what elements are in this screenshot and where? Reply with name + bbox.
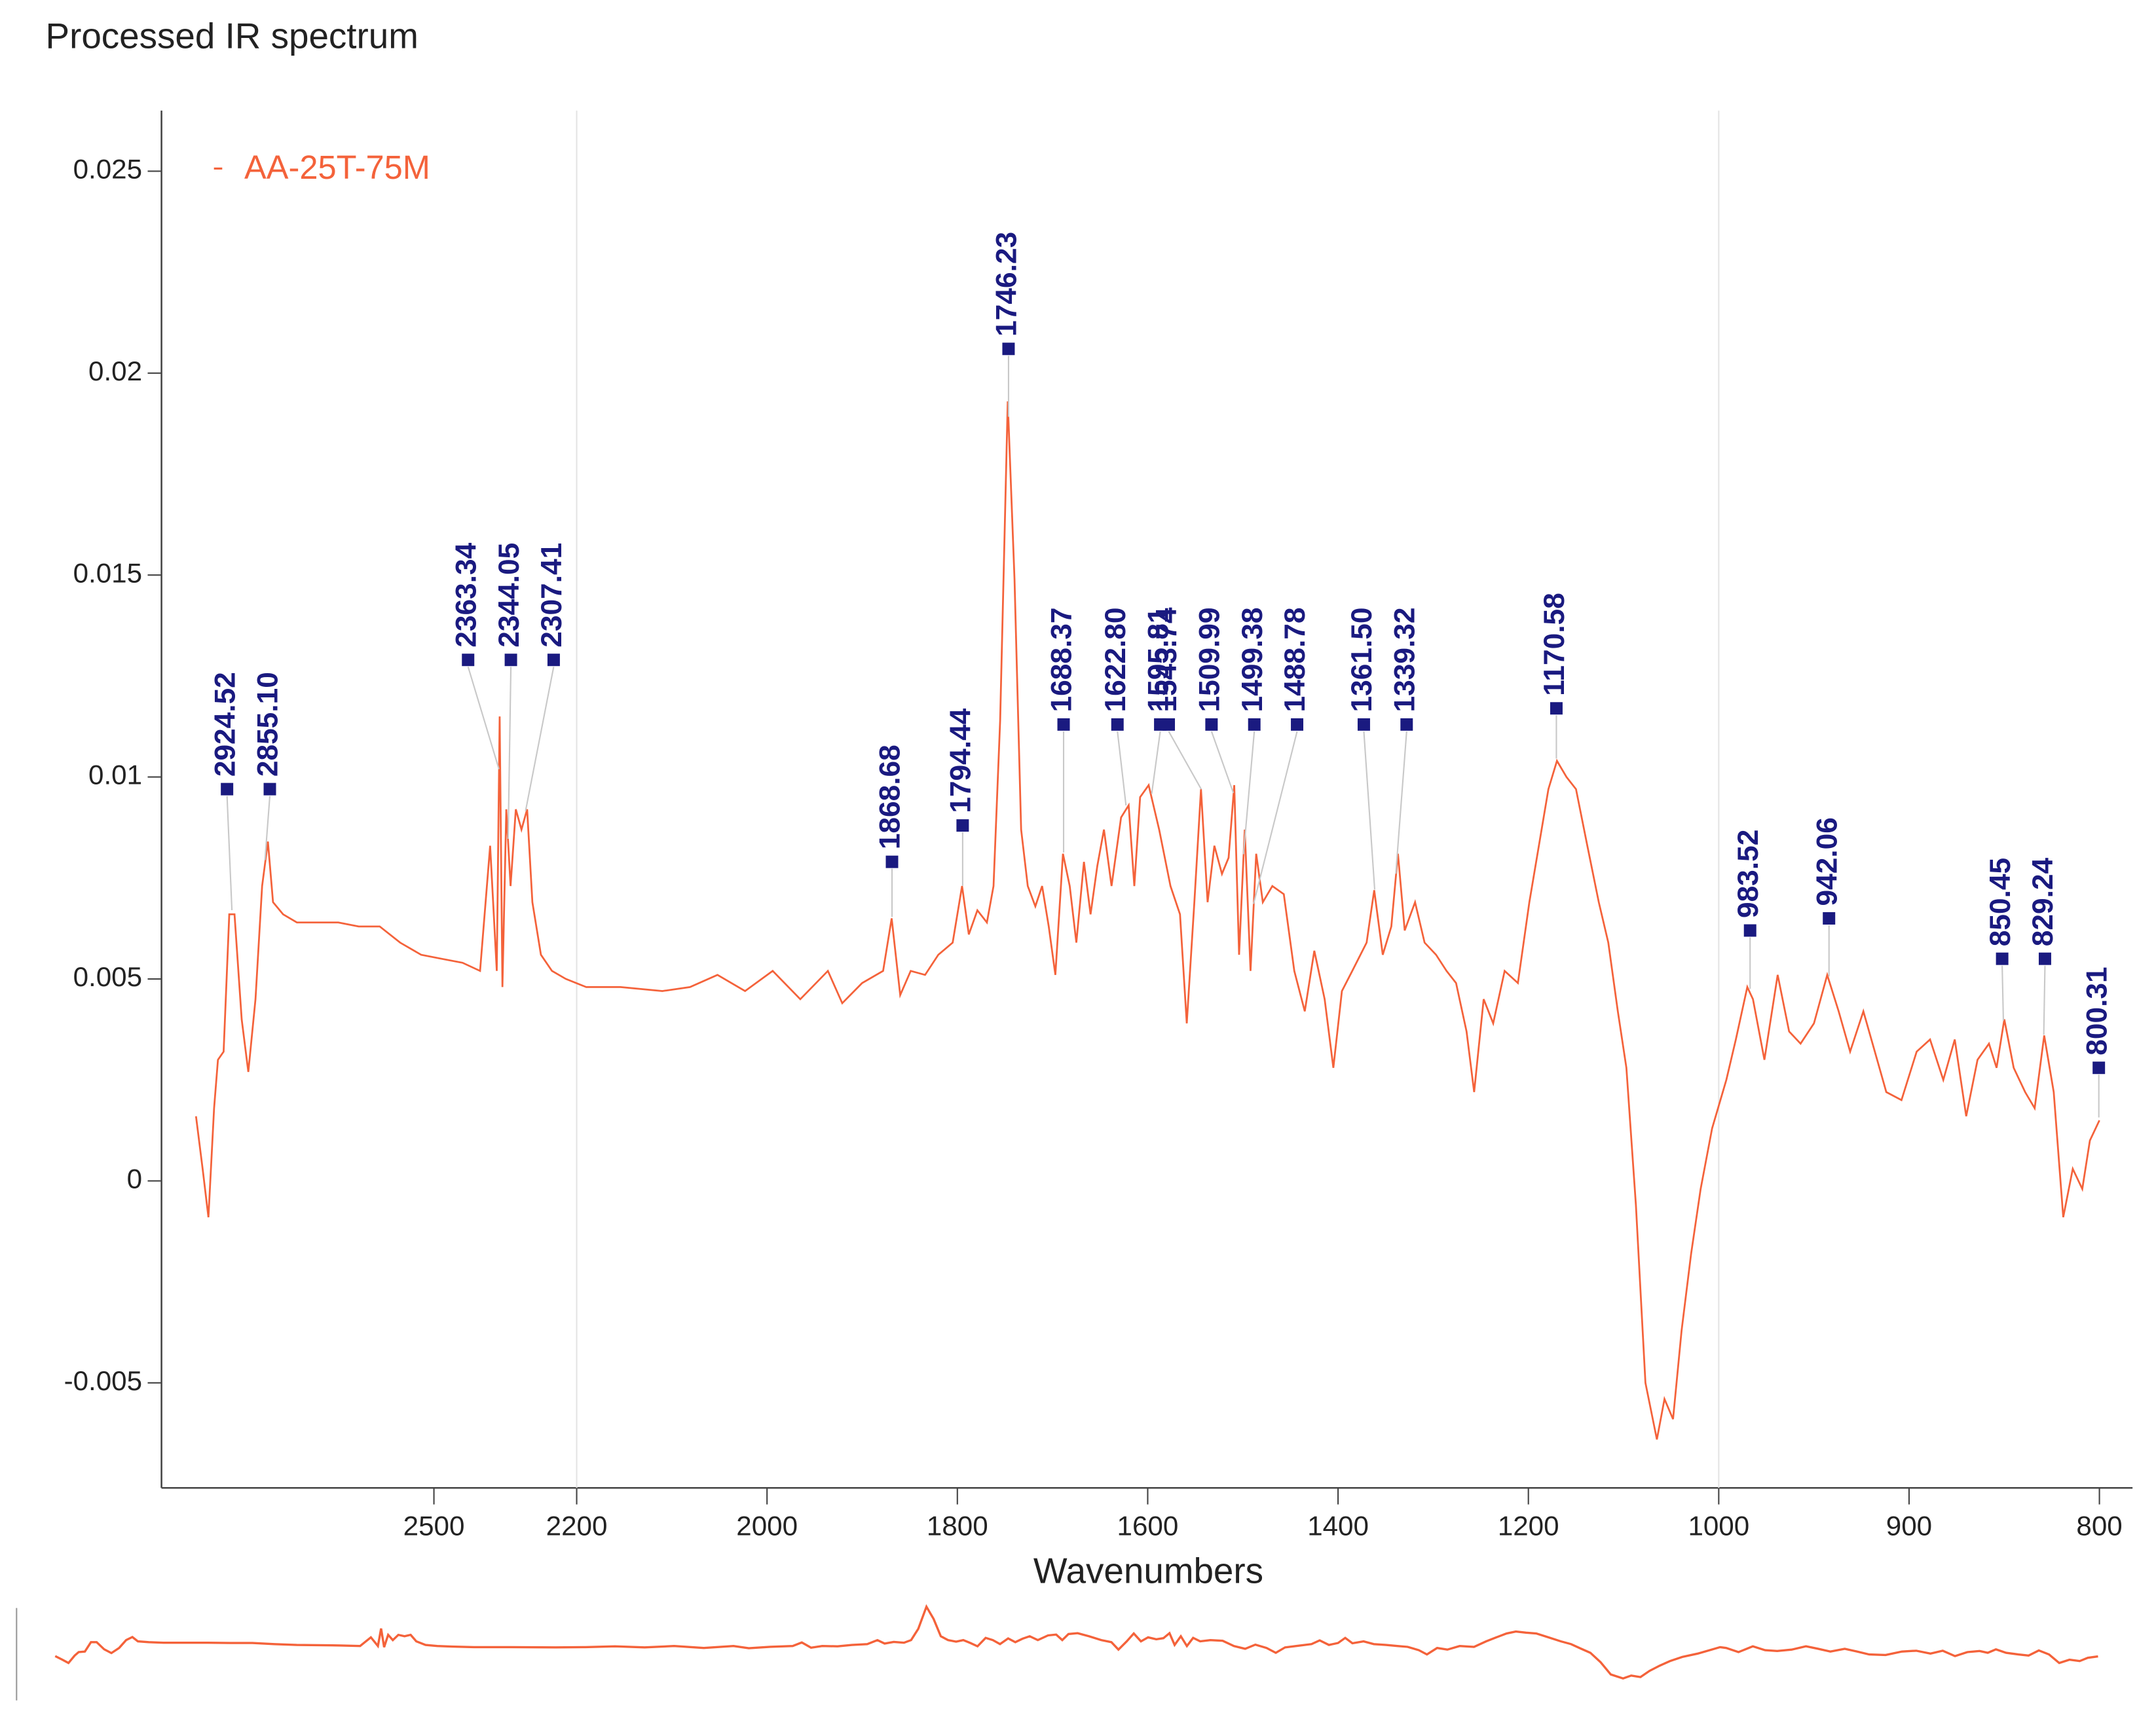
peak-leader xyxy=(1253,731,1298,904)
x-tick-label: 1000 xyxy=(1688,1510,1749,1541)
peak-marker xyxy=(1996,952,2009,965)
peak-marker xyxy=(547,654,560,667)
peak-leader xyxy=(264,796,271,860)
peak-leader xyxy=(2043,965,2046,1035)
peak-leader xyxy=(226,796,233,911)
peak-marker xyxy=(1291,718,1304,731)
peak-label: 1595.81 xyxy=(1142,608,1174,712)
peak-label: 1339.32 xyxy=(1388,608,1421,712)
peak-marker xyxy=(1057,718,1070,731)
peak-marker xyxy=(504,654,517,667)
peak-label: 1622.80 xyxy=(1100,608,1132,712)
x-tick-label: 2500 xyxy=(403,1510,465,1541)
peak-marker xyxy=(462,654,475,667)
x-tick-label: 1800 xyxy=(927,1510,988,1541)
x-tick-label: 2200 xyxy=(546,1510,608,1541)
peak-marker xyxy=(885,855,899,868)
peak-label: 800.31 xyxy=(2081,967,2113,1055)
chart-title: Processed IR spectrum xyxy=(46,16,418,56)
spectrum-line xyxy=(195,401,2100,1440)
peak-label: 1868.68 xyxy=(874,745,906,849)
overview-line xyxy=(54,1604,2098,1680)
x-tick-label: 1400 xyxy=(1307,1510,1369,1541)
peak-marker xyxy=(956,819,969,832)
y-tick-label: 0 xyxy=(127,1164,142,1194)
peak-leader xyxy=(1395,731,1407,874)
peak-leader xyxy=(467,666,500,769)
peak-leader xyxy=(507,667,512,839)
y-tick-label: -0.005 xyxy=(64,1365,142,1396)
peak-marker xyxy=(1111,718,1124,731)
peak-leader xyxy=(1363,731,1376,890)
peak-marker xyxy=(1823,912,1836,925)
peak-marker xyxy=(1400,718,1413,731)
peak-marker xyxy=(1162,718,1176,731)
peak-label: 829.24 xyxy=(2027,857,2059,946)
peak-label: 2363.34 xyxy=(450,542,482,647)
x-axis-label: Wavenumbers xyxy=(1033,1550,1263,1591)
peak-label: 1688.37 xyxy=(1046,608,1078,712)
y-tick-label: 0.005 xyxy=(73,961,142,992)
peak-label: 1794.44 xyxy=(945,708,977,813)
peak-marker xyxy=(2038,952,2051,965)
peak-label: 2344.05 xyxy=(493,543,525,648)
peak-marker xyxy=(1002,342,1015,356)
peak-marker xyxy=(1205,718,1218,731)
x-tick-label: 1600 xyxy=(1117,1510,1179,1541)
peak-label: 1170.58 xyxy=(1538,593,1571,696)
peak-label: 2855.10 xyxy=(252,672,284,777)
peak-marker xyxy=(1248,718,1261,731)
peak-marker xyxy=(2092,1061,2106,1075)
x-tick-label: 800 xyxy=(2076,1510,2122,1541)
legend-label: AA-25T-75M xyxy=(244,149,430,186)
x-tick-label: 2000 xyxy=(736,1510,798,1541)
peak-leader xyxy=(1210,731,1235,794)
peak-marker xyxy=(1357,718,1370,731)
y-tick-label: 0.02 xyxy=(88,356,142,386)
peak-label: 850.45 xyxy=(1984,858,2017,946)
peak-marker xyxy=(221,783,234,796)
peak-label: 942.06 xyxy=(1811,817,1843,906)
peak-label: 1361.50 xyxy=(1346,608,1378,712)
peak-label: 1543.74 xyxy=(1151,607,1183,712)
peak-marker xyxy=(1550,702,1563,715)
peak-leader xyxy=(1242,731,1255,855)
peak-label: 1499.38 xyxy=(1236,608,1269,712)
peak-label: 983.52 xyxy=(1732,830,1764,918)
peak-label: 2307.41 xyxy=(536,543,568,648)
y-tick-label: 0.025 xyxy=(73,154,142,185)
peak-leader xyxy=(1117,731,1127,806)
peak-label: 1509.99 xyxy=(1194,608,1226,712)
x-tick-label: 900 xyxy=(1886,1510,1932,1541)
peak-leader xyxy=(525,667,555,811)
peak-label: 2924.52 xyxy=(209,672,241,777)
peak-label: 1746.23 xyxy=(991,232,1023,337)
peak-label: 1488.78 xyxy=(1279,608,1311,712)
peak-leader xyxy=(1151,731,1161,794)
y-tick-label: 0.015 xyxy=(73,557,142,588)
peak-marker xyxy=(263,783,276,796)
peak-leader xyxy=(2001,965,2005,1021)
x-tick-label: 1200 xyxy=(1498,1510,1559,1541)
peak-leader xyxy=(1168,731,1202,790)
peak-marker xyxy=(1743,924,1756,937)
y-tick-label: 0.01 xyxy=(88,760,142,790)
